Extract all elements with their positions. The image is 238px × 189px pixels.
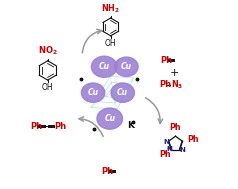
Text: Cu: Cu [121, 62, 132, 71]
Text: Ph: Ph [30, 122, 43, 131]
Text: N: N [167, 146, 173, 152]
Text: $\mathregular{NH_2}$: $\mathregular{NH_2}$ [101, 2, 120, 15]
Ellipse shape [97, 108, 123, 129]
Ellipse shape [81, 83, 105, 102]
Text: Cu: Cu [117, 88, 128, 97]
Text: $\mathregular{NO_2}$: $\mathregular{NO_2}$ [38, 45, 58, 57]
Ellipse shape [91, 56, 117, 77]
Text: Ph: Ph [159, 150, 171, 159]
Text: Ph: Ph [187, 135, 199, 144]
Text: Cu: Cu [104, 114, 115, 123]
Ellipse shape [111, 83, 134, 102]
Text: Ph: Ph [55, 122, 67, 131]
Text: OH: OH [42, 83, 54, 92]
Text: Ph: Ph [101, 167, 114, 176]
Text: Cu: Cu [88, 88, 99, 97]
Text: Ph: Ph [161, 56, 173, 65]
Text: N: N [179, 147, 185, 153]
Text: Ph: Ph [169, 123, 180, 132]
Text: OH: OH [105, 39, 116, 48]
Text: +: + [170, 68, 179, 78]
Text: Ph: Ph [159, 80, 172, 89]
Ellipse shape [115, 57, 138, 76]
Text: K: K [128, 121, 134, 130]
Text: Cu: Cu [99, 62, 110, 71]
Text: N: N [163, 139, 169, 145]
Text: $\mathregular{N_3}$: $\mathregular{N_3}$ [171, 79, 183, 91]
